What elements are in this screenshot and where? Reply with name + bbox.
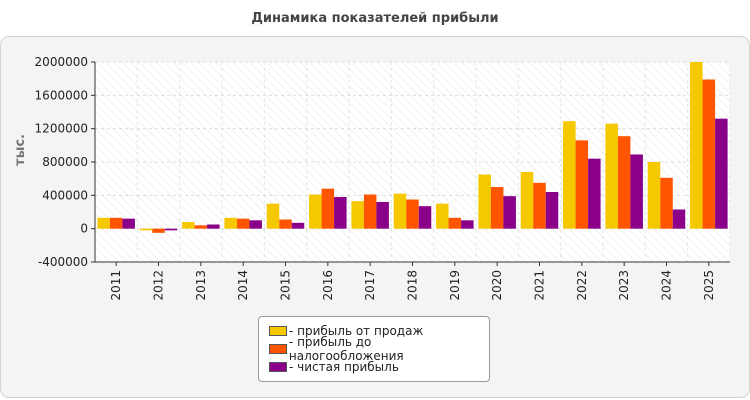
x-tick-label: 2011: [109, 270, 123, 301]
bar-net-2015: [291, 222, 305, 229]
bar-pretax-2016: [321, 188, 335, 229]
x-tick-label: 2014: [236, 270, 250, 301]
bar-pretax-2021: [533, 182, 546, 229]
bar-pretax-2017: [363, 194, 377, 229]
bar-pretax-2023: [617, 136, 631, 229]
bar-sales-2016: [309, 194, 322, 229]
legend-item-net-profit: - чистая прибыль: [269, 358, 489, 376]
bar-pretax-2014: [236, 218, 250, 229]
bar-net-2021: [545, 192, 559, 229]
y-tick-label: -400000: [38, 255, 88, 269]
bar-pretax-2013: [194, 225, 208, 229]
bar-sales-2023: [605, 123, 618, 229]
bar-net-2025: [715, 118, 728, 229]
bar-net-2013: [207, 224, 220, 229]
bar-net-2018: [418, 206, 432, 229]
x-tick-label: 2013: [194, 270, 208, 301]
bar-net-2014: [249, 220, 262, 229]
bar-pretax-2012: [152, 228, 165, 233]
bar-net-2011: [122, 218, 135, 229]
bar-net-2012: [164, 228, 178, 231]
bar-sales-2021: [520, 172, 534, 229]
x-tick-label: 2012: [152, 270, 166, 301]
bar-pretax-2025: [702, 79, 716, 229]
chart-title: Динамика показателей прибыли: [251, 11, 499, 26]
bar-net-2020: [503, 196, 516, 229]
bar-pretax-2020: [490, 187, 504, 229]
bar-sales-2022: [563, 121, 576, 229]
y-tick-label: 800000: [42, 155, 88, 169]
y-tick-label: 0: [80, 222, 88, 236]
bar-sales-2025: [690, 62, 703, 229]
y-tick-label: 1600000: [35, 88, 88, 102]
bar-pretax-2022: [575, 140, 589, 229]
x-tick-label: 2019: [448, 270, 462, 301]
x-tick-label: 2024: [660, 270, 674, 301]
x-tick-label: 2015: [279, 270, 293, 301]
x-tick-label: 2017: [363, 270, 377, 301]
bar-sales-2015: [266, 203, 280, 229]
bar-sales-2012: [139, 228, 153, 231]
y-tick-label: 2000000: [35, 55, 88, 69]
x-tick-label: 2025: [702, 270, 716, 301]
bar-net-2016: [334, 197, 347, 229]
bar-pretax-2024: [660, 177, 673, 229]
legend-item-pretax-profit: - прибыль до налогообложения: [269, 335, 489, 363]
bar-net-2023: [630, 154, 643, 229]
x-tick-label: 2018: [406, 270, 420, 301]
bar-pretax-2019: [448, 217, 462, 229]
x-tick-label: 2021: [533, 270, 547, 301]
bar-sales-2024: [647, 162, 661, 229]
bar-sales-2013: [182, 222, 195, 229]
x-tick-labels: 2011 2012 2013 2014 2015 2016 2017 2018 2019 2020…: [109, 270, 716, 301]
bar-pretax-2015: [279, 219, 292, 229]
bar-sales-2020: [478, 174, 491, 229]
legend-swatch-sales-profit: [269, 326, 287, 336]
bar-net-2022: [588, 158, 601, 229]
y-axis-label: тыс.: [13, 134, 28, 166]
bar-sales-2017: [351, 201, 364, 229]
bar-sales-2014: [224, 217, 237, 229]
y-tick-label: 400000: [42, 188, 88, 202]
x-tick-label: 2023: [617, 270, 631, 301]
legend: - прибыль от продаж - прибыль до налогоо…: [258, 316, 490, 382]
bar-pretax-2011: [109, 217, 123, 229]
x-tick-label: 2022: [575, 270, 589, 301]
bar-sales-2018: [393, 193, 407, 229]
bar-sales-2011: [97, 217, 110, 229]
legend-label-net-profit: - чистая прибыль: [289, 360, 399, 374]
bar-pretax-2018: [406, 199, 419, 229]
bar-net-2017: [376, 202, 389, 229]
legend-label-pretax-profit: - прибыль до налогообложения: [288, 335, 404, 363]
bar-sales-2019: [436, 203, 449, 229]
x-tick-label: 2016: [321, 270, 335, 301]
legend-item-sales-profit: - прибыль от продаж: [269, 322, 489, 340]
y-tick-labels: 2000000 1600000 1200000 800000 400000 0 -40000…: [35, 55, 88, 269]
axes: [91, 61, 730, 266]
y-tick-label: 1200000: [35, 122, 88, 136]
legend-swatch-pretax-profit: [269, 344, 287, 354]
bar-net-2019: [461, 220, 474, 229]
x-tick-label: 2020: [490, 270, 504, 301]
bars: [97, 62, 728, 233]
legend-swatch-net-profit: [269, 362, 287, 372]
legend-label-sales-profit: - прибыль от продаж: [289, 324, 424, 338]
bar-net-2024: [672, 209, 686, 229]
